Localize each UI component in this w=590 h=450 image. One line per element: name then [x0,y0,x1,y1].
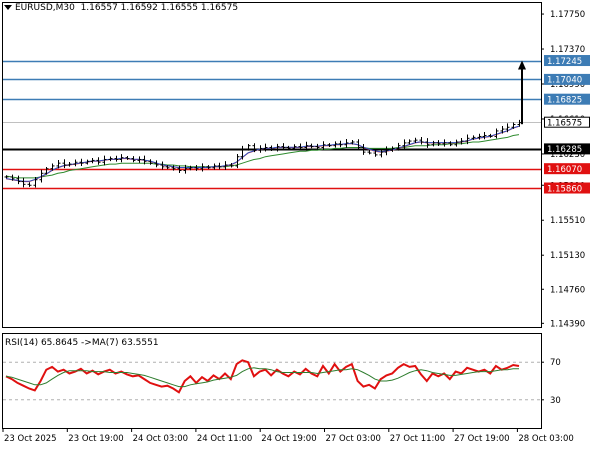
target-arrow-icon [518,60,526,70]
price-tick-label: 1.17370 [550,45,585,55]
level-3-label: 1.16285 [547,145,582,155]
level-4-label: 1.16070 [547,165,582,175]
level-4-box [544,163,590,175]
price-tick-label: 1.17750 [550,10,585,20]
price-tick-label: 1.16990 [550,80,585,90]
time-tick-label: 23 Oct 2025 [4,434,57,444]
time-tick-label: 24 Oct 19:00 [261,434,316,444]
rsi-pane[interactable] [2,333,542,429]
price-tick-label: 1.14390 [550,319,585,329]
time-tick-label: 27 Oct 19:00 [454,434,509,444]
price-tick-label: 1.15510 [550,216,585,226]
rsi-level-label: 30 [550,396,561,406]
level-1-label: 1.17040 [547,76,582,86]
rsi-label: RSI(14) 65.8645 ->MA(7) 63.5551 [5,338,159,348]
level-0-box [544,55,590,67]
low-price: 1.16555 [160,3,198,13]
open-price: 1.16557 [80,3,118,13]
chart-header: EURUSD,M30 1.16557 1.16592 1.16555 1.165… [4,3,238,13]
time-tick-label: 28 Oct 03:00 [518,434,573,444]
price-tick-label: 1.15130 [550,251,585,261]
time-tick-label: 23 Oct 19:00 [68,434,123,444]
price-tick-label: 1.16230 [550,150,585,160]
level-2-label: 1.16825 [547,95,582,105]
current-price-box [544,116,590,128]
close-price: 1.16575 [200,3,239,13]
high-price: 1.16592 [120,3,158,13]
time-tick-label: 27 Oct 11:00 [390,434,445,444]
level-1-box [544,73,590,85]
price-tick-label: 1.14760 [550,285,585,295]
current-price-label: 1.16575 [547,118,582,128]
level-2-box [544,93,590,105]
rsi-level-label: 70 [550,358,561,368]
symbol-label: EURUSD,M30 [15,3,75,13]
price-pane[interactable] [2,2,542,328]
time-tick-label: 27 Oct 03:00 [326,434,381,444]
level-0-label: 1.17245 [547,57,582,67]
time-tick-label: 24 Oct 11:00 [197,434,252,444]
time-tick-label: 24 Oct 03:00 [133,434,188,444]
rsi-ma-line [5,367,519,388]
level-5-box [544,182,590,194]
level-3-box [544,143,590,155]
dropdown-triangle-icon[interactable] [4,5,12,10]
level-5-label: 1.15860 [547,184,582,194]
